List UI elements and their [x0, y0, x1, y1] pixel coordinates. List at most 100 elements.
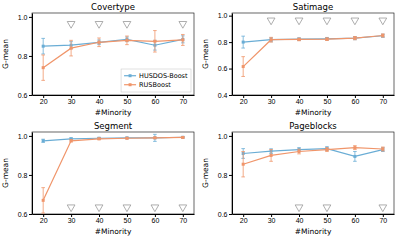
x-tick-label: 20 [240, 217, 248, 224]
x-axis-line [33, 95, 195, 96]
error-bar [125, 36, 129, 45]
panel: 2030405060700.40.60.81.0Satimage#Minorit… [201, 2, 395, 118]
panel: 2030405060700.60.81.0Pageblocks#Minority… [201, 121, 395, 237]
point [181, 38, 184, 41]
error-bar [353, 146, 357, 150]
panel: 2030405060700.60.81.0Segment#MinorityG-m… [1, 121, 195, 237]
series [241, 147, 384, 162]
y-axis-title: G-mean [1, 39, 10, 69]
x-tick: 50 [124, 214, 132, 224]
y-tick: 0.4 [218, 92, 232, 99]
error-bar [181, 34, 185, 45]
point [270, 38, 273, 41]
point [98, 41, 101, 44]
point [381, 147, 384, 150]
point [98, 41, 101, 44]
series [241, 34, 384, 77]
point [242, 41, 245, 44]
point [98, 137, 101, 140]
y-tick-label: 0.8 [218, 172, 228, 179]
x-axis-title: #Minority [95, 227, 132, 236]
x-axis-title: #Minority [295, 227, 332, 236]
point [270, 154, 273, 157]
point [153, 136, 156, 139]
legend: HUSDOS-BoostRUSBoost [121, 69, 191, 92]
x-tick: 40 [296, 214, 304, 224]
error-bar [325, 148, 329, 152]
error-bar [353, 37, 357, 40]
error-bar [153, 134, 157, 141]
error-bar [125, 138, 129, 139]
x-tick-label: 50 [324, 98, 332, 105]
y-tick: 0.6 [218, 211, 232, 218]
x-tick-label: 60 [151, 217, 159, 224]
error-bar [381, 147, 385, 151]
x-axis: 203040506070 [233, 214, 395, 224]
plot-frame [32, 132, 194, 214]
y-tick-label: 1.0 [18, 133, 28, 140]
y-axis-title: G-mean [1, 158, 10, 188]
x-tick-label: 40 [296, 217, 304, 224]
x-tick: 30 [68, 95, 76, 105]
error-bar [153, 137, 157, 138]
plot-frame [32, 13, 194, 95]
x-tick-label: 30 [68, 217, 76, 224]
panel: 2030405060700.60.81.0Covertype#MinorityG… [1, 2, 195, 118]
y-axis: 0.40.60.81.0 [218, 12, 233, 98]
significance-triangle [295, 18, 303, 25]
point [381, 34, 384, 37]
figure: 2030405060700.60.81.0Covertype#MinorityG… [0, 0, 400, 238]
x-tick: 60 [151, 95, 159, 105]
x-axis: 203040506070 [33, 214, 195, 224]
y-tick: 0.8 [218, 39, 232, 46]
y-tick-mark [29, 17, 32, 18]
y-axis: 0.60.81.0 [18, 133, 33, 218]
y-tick-mark [29, 214, 32, 215]
point [98, 137, 101, 140]
y-tick-mark [229, 16, 232, 17]
x-tick-label: 50 [124, 217, 132, 224]
point [353, 155, 356, 158]
x-tick: 40 [296, 95, 304, 105]
significance-triangle [323, 205, 331, 212]
error-bar [69, 40, 73, 56]
series [241, 34, 384, 48]
y-tick: 1.0 [18, 14, 32, 21]
point [70, 47, 73, 50]
significance-triangle [95, 205, 103, 212]
y-axis-title: G-mean [201, 39, 210, 69]
error-bar [325, 147, 329, 151]
point [270, 38, 273, 41]
error-bar [325, 37, 329, 40]
significance-triangle [123, 22, 131, 29]
x-tick: 40 [96, 95, 104, 105]
error-bar [41, 38, 45, 54]
y-tick-mark [229, 95, 232, 96]
x-tick-label: 60 [351, 98, 359, 105]
y-tick-label: 1.0 [218, 12, 228, 19]
plot-area [241, 18, 386, 76]
series-line [243, 149, 383, 157]
legend-item: RUSBoost [124, 81, 171, 89]
error-bar [181, 137, 185, 138]
significance-triangle [95, 22, 103, 29]
point [325, 37, 328, 40]
x-tick: 30 [268, 214, 276, 224]
y-axis-line [32, 14, 33, 96]
point [325, 148, 328, 151]
point [42, 139, 45, 142]
y-tick-mark [29, 95, 32, 96]
error-bar [381, 34, 385, 37]
significance-triangle [151, 205, 159, 212]
x-axis-line [233, 214, 395, 215]
point [325, 38, 328, 41]
point [153, 136, 156, 139]
point [298, 150, 301, 153]
x-tick: 60 [351, 214, 359, 224]
y-tick-label: 0.8 [18, 53, 28, 60]
error-bar [269, 38, 273, 42]
x-tick: 20 [40, 214, 48, 224]
point [153, 40, 156, 43]
significance-triangle [379, 205, 387, 212]
y-tick-mark [229, 214, 232, 215]
